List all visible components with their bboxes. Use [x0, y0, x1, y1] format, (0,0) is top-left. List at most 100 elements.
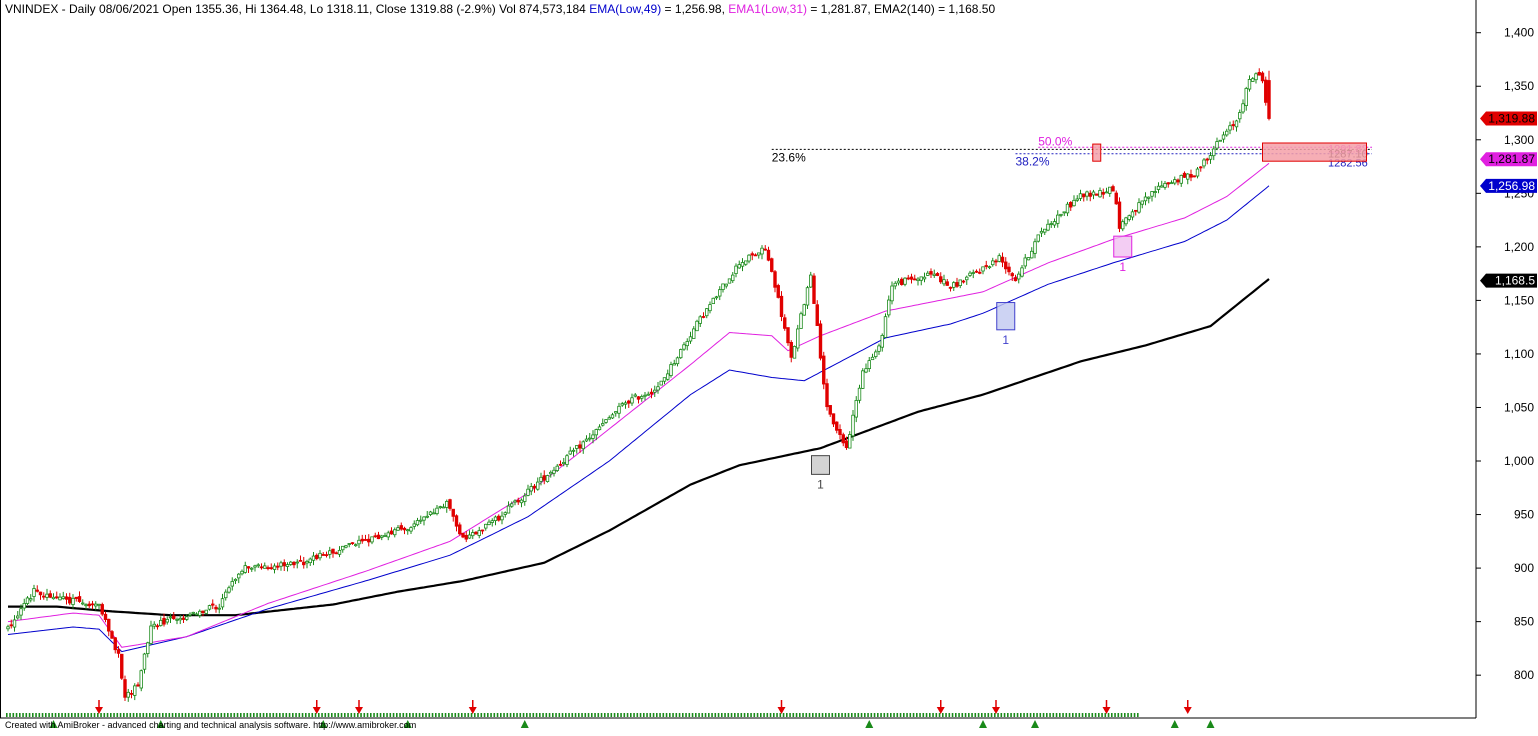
candle-body — [906, 277, 910, 280]
signal-strip-tick — [204, 713, 206, 717]
signal-strip-tick — [506, 713, 509, 717]
signal-label: 1 — [817, 477, 824, 491]
candle-body — [532, 485, 537, 489]
signal-strip-tick — [1104, 713, 1107, 717]
signal-strip-tick — [6, 713, 8, 717]
up-arrow-icon — [865, 720, 874, 728]
candle-body — [757, 252, 761, 256]
candle-body — [614, 411, 618, 414]
signal-strip-tick — [789, 713, 791, 717]
signal-strip-tick — [704, 713, 707, 717]
signal-strip-tick — [922, 713, 925, 717]
candle-body — [1023, 257, 1027, 267]
candle-body — [568, 450, 572, 455]
up-arrow-icon — [156, 720, 165, 728]
signal-strip-tick — [9, 713, 11, 717]
signal-strip-tick — [1120, 713, 1123, 717]
candle-body — [727, 278, 732, 284]
candle-body — [841, 434, 845, 444]
signal-strip-tick — [548, 713, 551, 717]
signal-strip-tick — [149, 713, 151, 717]
candle-body — [292, 562, 296, 566]
candle-body — [1140, 200, 1144, 205]
y-tick-label: 900 — [1514, 561, 1534, 575]
signal-strip-tick — [396, 713, 398, 717]
signal-strip-tick — [633, 713, 635, 717]
signal-strip-tick — [958, 713, 960, 717]
candle-body — [383, 535, 387, 537]
signal-strip-tick — [19, 713, 21, 717]
candle-body — [1238, 112, 1242, 120]
signal-strip-tick — [461, 713, 463, 717]
signal-strip-tick — [750, 713, 752, 717]
price-tag-bg — [1480, 152, 1537, 167]
candle-body — [701, 316, 706, 318]
candle-body — [893, 282, 897, 287]
candle-body — [64, 596, 69, 600]
candle-body — [1013, 277, 1018, 282]
candle-body — [305, 560, 309, 564]
candle-body — [393, 529, 397, 536]
candle-body — [974, 270, 979, 273]
candle-body — [669, 364, 673, 376]
candle-body — [922, 276, 927, 280]
candle-body — [526, 488, 530, 496]
down-arrow-head — [468, 707, 477, 714]
signal-strip-tick — [45, 713, 47, 717]
signal-strip-tick — [925, 713, 928, 717]
candle-body — [129, 692, 134, 695]
candle-body — [1257, 72, 1261, 76]
signal-strip-tick — [139, 713, 141, 717]
up-arrow-head — [1206, 720, 1215, 728]
header-ema1-label: EMA1(Low,31) — [728, 2, 807, 16]
signal-strip-tick — [708, 713, 710, 717]
candle-body — [1004, 261, 1008, 270]
candle-body — [438, 506, 442, 509]
signal-strip-tick — [1127, 713, 1129, 717]
candle-body — [406, 529, 410, 532]
signal-strip-tick — [457, 713, 460, 717]
candle-body — [955, 282, 959, 287]
candle-body — [81, 602, 85, 605]
signal-strip-tick — [652, 713, 655, 717]
signal-strip-tick — [532, 713, 535, 717]
signal-strip-tick — [363, 713, 366, 717]
signal-strip-tick — [929, 713, 931, 717]
candle-body — [796, 328, 800, 349]
signal-strip-tick — [477, 713, 479, 717]
candle-body — [123, 679, 127, 698]
signal-strip-tick — [136, 713, 138, 717]
candle-body — [539, 476, 543, 482]
candle-body — [695, 320, 699, 332]
signal-strip-tick — [175, 713, 177, 717]
candle-body — [133, 685, 137, 696]
signal-strip-tick — [847, 713, 850, 717]
signal-strip-tick — [740, 713, 743, 717]
signal-strip-tick — [441, 713, 444, 717]
signal-strip-tick — [1052, 713, 1055, 717]
candle-body — [58, 596, 62, 601]
signal-strip-tick — [51, 713, 54, 717]
candle-body — [328, 550, 332, 555]
signal-strip-tick — [272, 713, 275, 717]
signal-strip-tick — [903, 713, 905, 717]
candle-body — [136, 684, 140, 687]
candle-body — [1179, 174, 1183, 184]
candle-body — [181, 617, 186, 620]
candle-body — [74, 596, 78, 599]
candle-body — [1104, 191, 1109, 194]
signal-strip-tick — [145, 713, 148, 717]
candle-body — [1052, 221, 1057, 226]
signal-strip-tick — [243, 713, 245, 717]
signal-strip-tick — [665, 713, 668, 717]
candle-body — [656, 386, 660, 391]
signal-strip-tick — [805, 713, 808, 717]
candle-body — [445, 501, 449, 508]
signal-strip-tick — [162, 713, 164, 717]
candle-body — [766, 249, 771, 261]
fib-label: 50.0% — [1038, 134, 1072, 148]
signal-strip-tick — [366, 713, 369, 717]
candle-body — [555, 465, 559, 471]
